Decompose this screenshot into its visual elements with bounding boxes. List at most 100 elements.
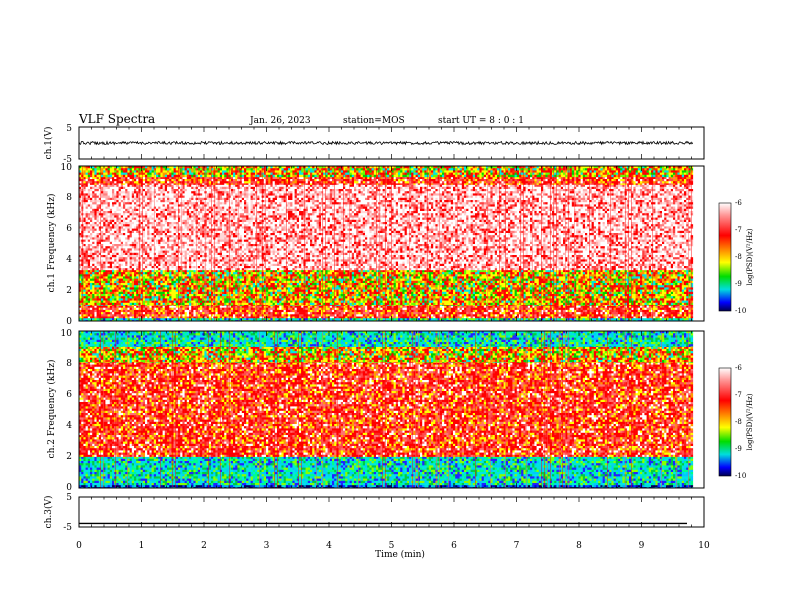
spec1-cell-4291 (312, 285, 315, 288)
spec1-cell-1366 (629, 309, 632, 313)
spec1-cell-1391 (684, 309, 687, 313)
spec1-cell-1528 (371, 312, 375, 315)
spec1-cell-2315 (261, 269, 265, 273)
spec1-cell-1612 (556, 312, 559, 315)
spec1-cell-4230 (178, 285, 181, 288)
spec1-cell-1275 (428, 309, 432, 313)
spec1-cell-1268 (413, 309, 416, 313)
spec1-cell-3020 (585, 274, 588, 277)
spec1-cell-3246 (468, 276, 471, 279)
spec1-cell-3057 (666, 274, 669, 277)
spec1-cell-3324 (640, 276, 643, 279)
spec1-cell-3510 (435, 278, 438, 282)
spec1-cell-4244 (208, 285, 212, 288)
spec1-cell-2207 (637, 316, 641, 319)
spec1-cell-644 (268, 305, 271, 308)
spec1-cell-2675 (439, 272, 443, 275)
spec1-cell-2487 (640, 269, 643, 273)
spec1-cell-2192 (604, 316, 608, 319)
spec1-cell-1053 (554, 307, 557, 311)
spec1-cell-2608 (292, 272, 295, 275)
spec1-cell-792 (593, 305, 597, 308)
spec1-cell-2828 (162, 274, 166, 277)
spec1-cell-1909 (596, 314, 599, 317)
spec1-cell-1740 (224, 314, 227, 317)
spec1-cell-2434 (523, 269, 526, 273)
spec1-cell-135 (376, 317, 379, 321)
spec1-cell-3983 (248, 283, 251, 286)
spec1-cell-4877 (373, 289, 377, 293)
spec1-cell-52 (193, 317, 196, 321)
spec1-cell-4781 (162, 289, 166, 293)
spec1-cell-902 (222, 307, 225, 311)
spec1-cell-1893 (560, 314, 564, 317)
spec1-cell-4007 (301, 283, 304, 286)
spec1-cell-1008 (455, 307, 458, 311)
spec1-cell-2941 (411, 274, 414, 277)
spec1-cell-2540 (142, 272, 146, 275)
spec1-cell-2352 (343, 269, 346, 273)
spec1-cell-3867 (607, 280, 610, 284)
spec1-cell-3258 (494, 276, 498, 279)
spec1-cell-2396 (439, 269, 443, 273)
spec1-cell-4189 (87, 285, 91, 288)
spec1-cell-2798 (96, 274, 100, 277)
spec1-cell-1496 (301, 312, 304, 315)
spec1-cell-2438 (532, 269, 535, 273)
spec1-cell-1724 (189, 314, 192, 317)
spec1-cell-790 (589, 305, 592, 308)
spec1-cell-4693 (582, 287, 586, 290)
spec1-cell-1982 (142, 316, 146, 319)
spec1-cell-2657 (400, 272, 403, 275)
spec1-cell-3721 (285, 280, 289, 284)
spec1-cell-1489 (285, 312, 289, 315)
spec1-cell-4375 (497, 285, 500, 288)
header-date: Jan. 26, 2023 (249, 116, 311, 126)
spec1-cell-1335 (560, 309, 564, 313)
spec1-cell-1677 (85, 314, 89, 317)
spec1-cell-276 (686, 317, 689, 321)
spec1-cell-1469 (241, 312, 245, 315)
spec1-cell-2364 (369, 269, 372, 273)
spec1-cell-4174 (668, 283, 672, 286)
spec1-cell-246 (620, 317, 623, 321)
spec1-cell-4101 (508, 283, 511, 286)
spec1-cell-2101 (404, 316, 408, 319)
spec1-cell-2092 (384, 316, 388, 319)
spec1-cell-3815 (492, 280, 496, 284)
spec1-cell-2234 (83, 269, 86, 273)
spec1-cell-1705 (147, 314, 150, 317)
spec1-cell-1974 (125, 316, 128, 319)
spec1-cell-1556 (433, 312, 436, 315)
spec1-cell-1410 (112, 312, 115, 315)
spec1-cell-4071 (442, 283, 445, 286)
spec1-cell-725 (446, 305, 449, 308)
spec1-cell-3499 (411, 278, 414, 282)
spec1-cell-1278 (435, 309, 438, 313)
spec1-cell-4200 (112, 285, 115, 288)
spec1-cell-1417 (127, 312, 130, 315)
spec1-cell-4570 (312, 287, 315, 290)
spec1-cell-4229 (175, 285, 179, 288)
spec1-cell-3710 (261, 280, 265, 284)
spec1-cell-1312 (510, 309, 513, 313)
spec1-cell-3629 (83, 280, 86, 284)
spec1-cell-2093 (387, 316, 390, 319)
spec1-cell-2521 (101, 272, 104, 275)
spec1-cell-2231 (690, 316, 694, 319)
spec1-cell-137 (380, 317, 383, 321)
spec1-cell-4456 (675, 285, 678, 288)
spec1-cell-577 (120, 305, 124, 308)
spec1-cell-4673 (538, 287, 542, 290)
spec1-cell-4580 (334, 287, 337, 290)
spec1-cell-1766 (281, 314, 284, 317)
spec1-cell-4001 (288, 283, 291, 286)
spec1-cell-4884 (389, 289, 392, 293)
spec1-cell-2672 (433, 272, 436, 275)
spec1-cell-3613 (662, 278, 665, 282)
spec1-cell-1558 (437, 312, 441, 315)
spec1-cell-2082 (362, 316, 366, 319)
spec1-cell-129 (362, 317, 366, 321)
spec1-cell-13 (107, 317, 111, 321)
spec1-cell-1804 (365, 314, 368, 317)
